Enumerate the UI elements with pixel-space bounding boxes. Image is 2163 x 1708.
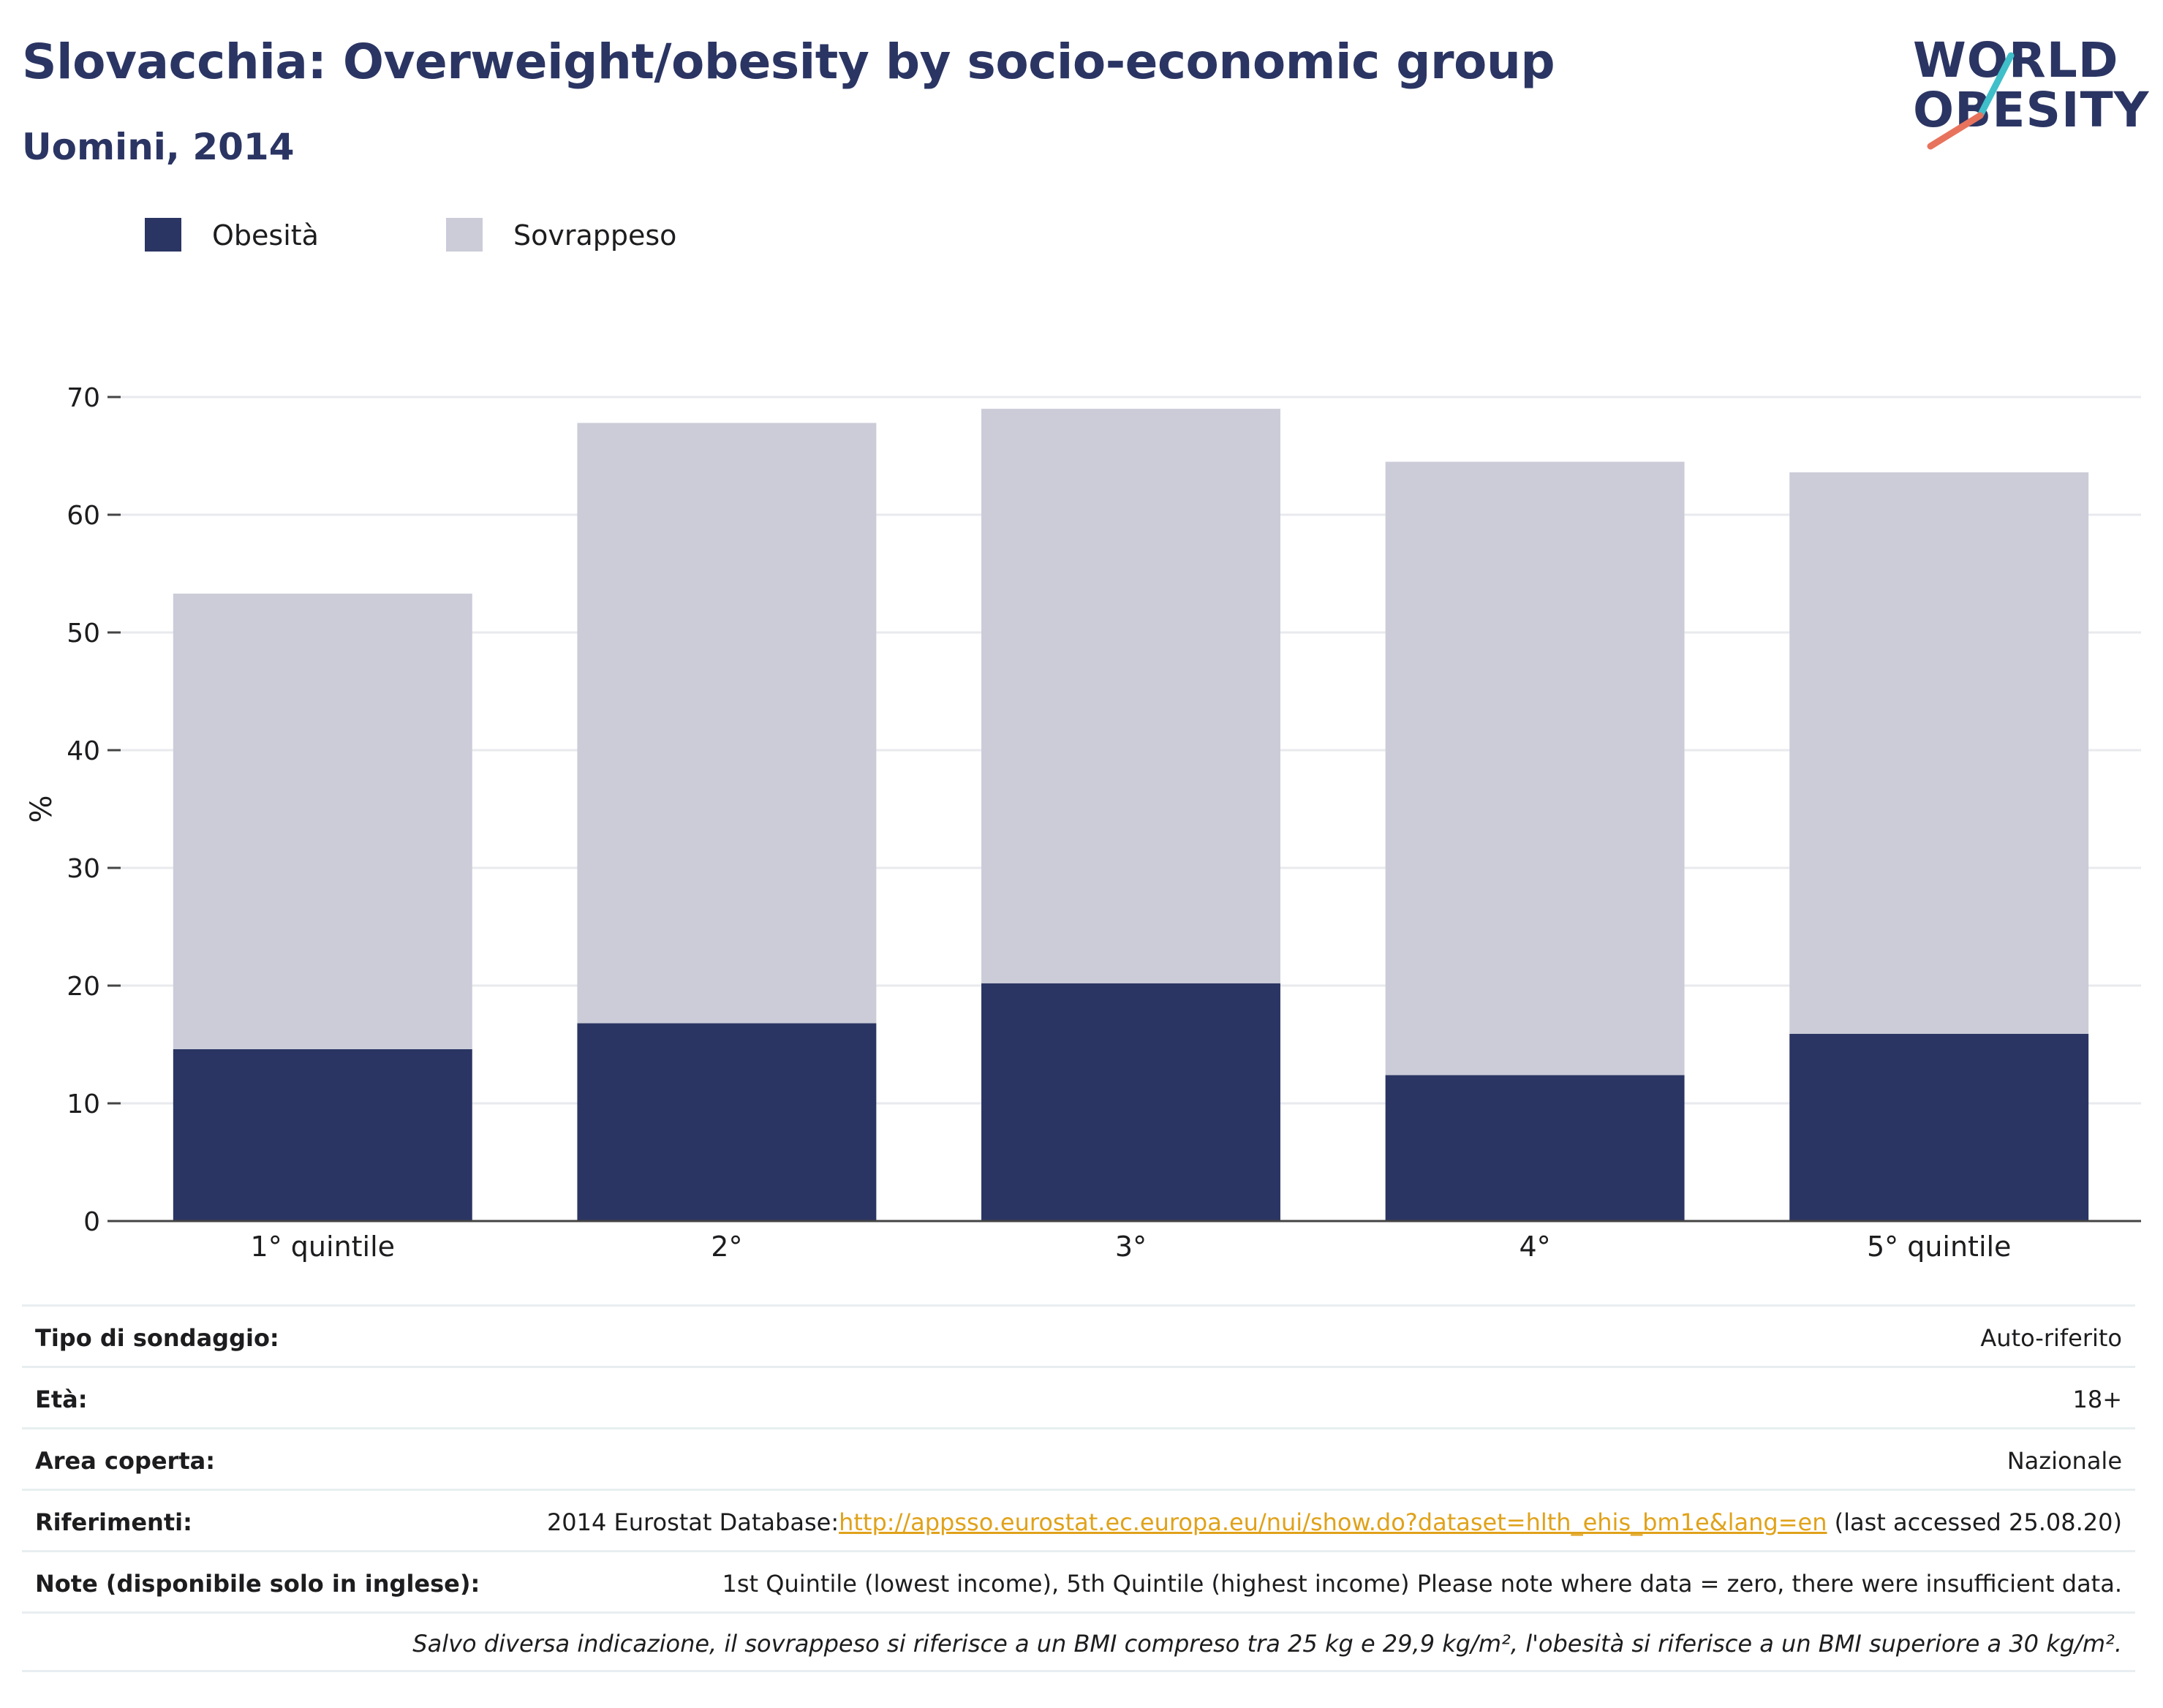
bar-overweight: [577, 423, 877, 1024]
info-value: 1st Quintile (lowest income), 5th Quinti…: [722, 1570, 2123, 1598]
info-label: Area coperta:: [35, 1447, 216, 1475]
y-tick-label: 70: [67, 383, 100, 413]
bar-obesity: [577, 1023, 877, 1221]
info-value: Auto-riferito: [1980, 1324, 2122, 1352]
info-row-references: Riferimenti: 2014 Eurostat Database:http…: [22, 1489, 2135, 1550]
logo-line-world: WORLD: [1913, 32, 2119, 88]
world-obesity-logo: WORLD OBESITY: [1901, 29, 2150, 154]
table-divider: [22, 1670, 2135, 1672]
chart-title: Slovacchia: Overweight/obesity by socio-…: [22, 34, 1555, 90]
y-tick-label: 40: [67, 736, 100, 766]
reference-link[interactable]: http://appsso.eurostat.ec.europa.eu/nui/…: [839, 1508, 1827, 1536]
x-tick-label: 5° quintile: [1867, 1231, 2012, 1263]
x-tick-label: 2°: [711, 1231, 742, 1263]
reference-suffix: (last accessed 25.08.20): [1827, 1508, 2122, 1536]
info-label: Età:: [35, 1386, 88, 1413]
chart-subtitle: Uomini, 2014: [22, 126, 295, 168]
info-row-footnote: Salvo diversa indicazione, il sovrappeso…: [22, 1611, 2135, 1673]
stacked-bar-chart: 0 10 20 30 40 50 60 70% 1° quintile 2° 3° 4° 5° quin…: [25, 383, 2141, 1263]
x-tick-label: 3°: [1115, 1231, 1147, 1263]
logo-slash-icon: [1927, 52, 2015, 150]
info-value: Nazionale: [2007, 1447, 2122, 1475]
y-tick-label: 20: [67, 972, 100, 1002]
bar-obesity: [981, 983, 1280, 1221]
x-tick-label: 4°: [1520, 1231, 1551, 1263]
legend-label-obesity: Obesità: [212, 219, 319, 252]
y-tick-label: 30: [67, 854, 100, 884]
bar-overweight: [1385, 461, 1685, 1076]
info-label: Riferimenti:: [35, 1508, 192, 1536]
bar-overweight: [1789, 472, 2089, 1035]
info-value: 18+: [2072, 1386, 2122, 1413]
bar-obesity: [173, 1048, 472, 1221]
logo-line-obesity: OBESITY: [1913, 82, 2150, 138]
legend-label-overweight: Sovrappeso: [513, 219, 677, 252]
y-axis-label: %: [25, 795, 58, 823]
legend-swatch-overweight: [446, 218, 483, 252]
info-row-survey-type: Tipo di sondaggio: Auto-riferito: [22, 1304, 2135, 1366]
y-tick-label: 0: [83, 1207, 100, 1237]
footnote: Salvo diversa indicazione, il sovrappeso…: [412, 1630, 2122, 1658]
y-tick-label: 50: [67, 619, 100, 649]
info-label: Tipo di sondaggio:: [35, 1324, 279, 1352]
bar-obesity: [1385, 1075, 1685, 1221]
info-row-age: Età: 18+: [22, 1366, 2135, 1427]
y-tick-label: 10: [67, 1089, 100, 1119]
info-value: 2014 Eurostat Database:http://appsso.eur…: [547, 1508, 2122, 1536]
bar-overweight: [981, 409, 1280, 983]
bar-obesity: [1789, 1034, 2089, 1221]
reference-prefix: 2014 Eurostat Database:: [546, 1508, 839, 1536]
bar-overweight: [173, 593, 472, 1049]
y-tick-label: 60: [67, 501, 100, 531]
info-label: Note (disponibile solo in inglese):: [35, 1570, 480, 1598]
legend-swatch-obesity: [145, 218, 181, 252]
info-row-notes: Note (disponibile solo in inglese): 1st …: [22, 1550, 2135, 1611]
x-tick-label: 1° quintile: [251, 1231, 396, 1263]
info-row-area: Area coperta: Nazionale: [22, 1427, 2135, 1489]
